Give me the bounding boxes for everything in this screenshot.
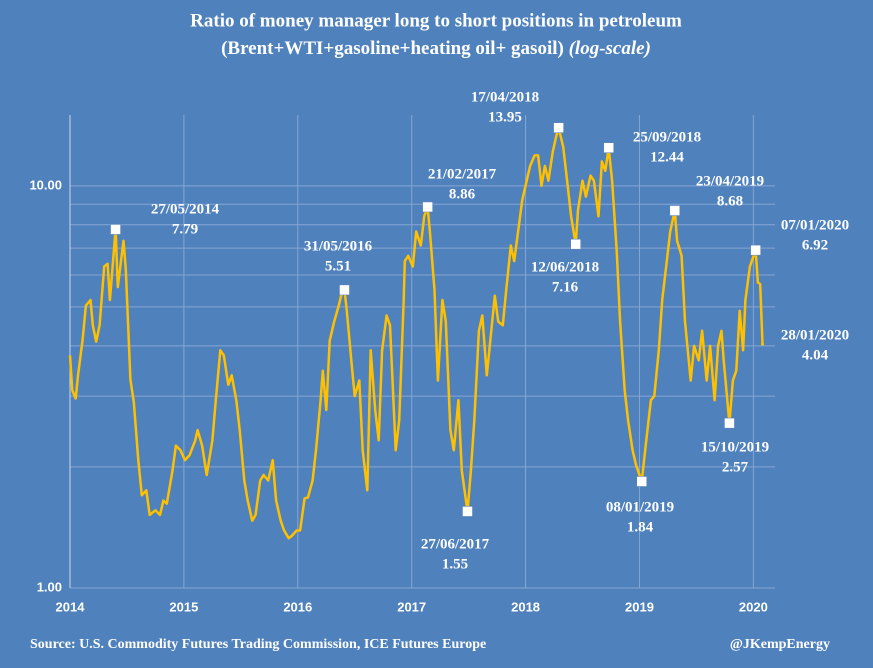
annotation-date: 07/01/2020 xyxy=(781,217,849,233)
annotation-marker xyxy=(422,201,433,213)
annotation-marker xyxy=(462,506,473,517)
annotation-marker xyxy=(724,417,735,429)
annotation-marker xyxy=(110,224,121,235)
annotation-date: 21/02/2017 xyxy=(428,166,497,182)
annotation-marker xyxy=(750,244,761,256)
annotation-value: 7.16 xyxy=(552,279,579,295)
series-line xyxy=(68,126,764,540)
credit: @JKempEnergy xyxy=(730,637,830,652)
subtitle-note: (log-scale) xyxy=(569,38,651,59)
annotation-value: 8.68 xyxy=(717,193,743,209)
chart-title: Ratio of money manager long to short pos… xyxy=(190,10,682,31)
x-tick-label: 2014 xyxy=(56,599,86,614)
annotation-date: 31/05/2016 xyxy=(304,238,373,254)
x-tick-label: 2016 xyxy=(283,599,312,614)
annotation-value: 8.86 xyxy=(449,186,476,202)
y-tick-label: 10.00 xyxy=(29,177,62,192)
annotation-point xyxy=(760,342,764,346)
annotation-date: 23/04/2019 xyxy=(696,173,764,189)
annotation-marker xyxy=(669,205,681,216)
annotation-date: 17/04/2018 xyxy=(471,89,539,105)
annotation-date: 08/01/2019 xyxy=(606,499,674,515)
annotation-value: 4.04 xyxy=(802,347,829,363)
annotation-date: 27/05/2014 xyxy=(151,201,220,217)
annotation-marker xyxy=(339,284,350,296)
subtitle: (Brent+WTI+gasoline+heating oil+ gasoil) xyxy=(221,38,564,59)
x-tick-label: 2015 xyxy=(169,599,198,614)
annotation-marker xyxy=(553,122,564,133)
annotation-marker xyxy=(570,238,581,250)
source: Source: U.S. Commodity Futures Trading C… xyxy=(30,637,486,652)
y-tick-label: 1.00 xyxy=(37,579,62,594)
annotation-value: 1.84 xyxy=(627,519,654,535)
annotation-value: 13.95 xyxy=(488,109,522,125)
annotation-date: 15/10/2019 xyxy=(701,439,769,455)
annotation-value: 7.79 xyxy=(172,221,198,237)
annotation-date: 12/06/2018 xyxy=(531,259,599,275)
annotation-value: 12.44 xyxy=(650,149,684,165)
annotation-marker xyxy=(603,142,614,153)
annotation-date: 27/06/2017 xyxy=(421,536,490,552)
x-tick-label: 2019 xyxy=(625,599,654,614)
annotation-date: 25/09/2018 xyxy=(633,129,701,145)
x-tick-label: 2017 xyxy=(397,599,426,614)
annotation-value: 6.92 xyxy=(802,237,828,253)
annotation-date: 28/01/2020 xyxy=(781,327,849,343)
annotation-value: 2.57 xyxy=(722,459,749,475)
chart-subtitle: (Brent+WTI+gasoline+heating oil+ gasoil)… xyxy=(221,38,651,59)
annotation-marker xyxy=(636,476,647,487)
x-tick-label: 2018 xyxy=(511,599,540,614)
annotation-value: 5.51 xyxy=(325,258,351,274)
annotation-value: 1.55 xyxy=(442,556,468,572)
x-tick-label: 2020 xyxy=(739,599,768,614)
